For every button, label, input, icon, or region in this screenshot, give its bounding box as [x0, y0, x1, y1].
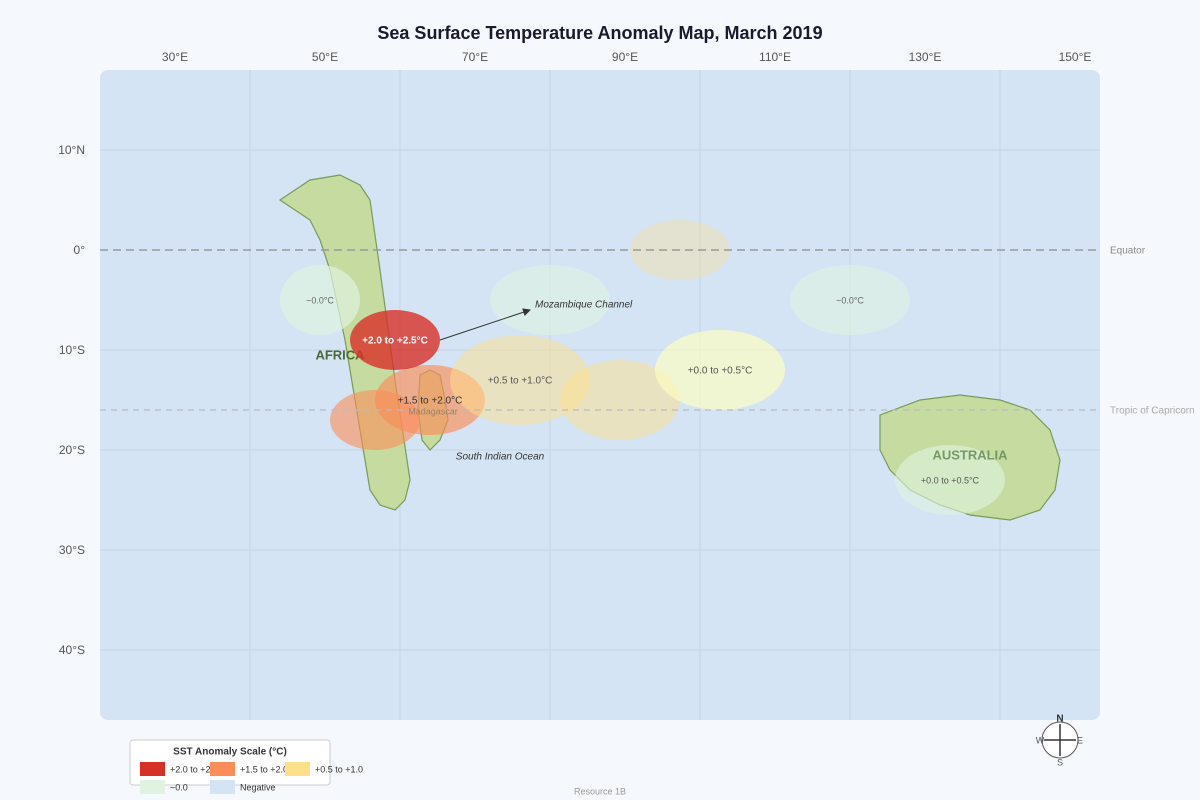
anomaly-label: +0.0 to +0.5°C	[688, 366, 753, 377]
annotation-arrow	[439, 308, 531, 341]
longitude-label: 110°E	[759, 50, 791, 64]
legend: SST Anomaly Scale (°C) +2.0 to +2.5 +1.5…	[129, 739, 363, 794]
compass-label: E	[1077, 735, 1083, 745]
anomaly-label: +1.5 to +2.0°C	[398, 396, 463, 407]
reference-label: Equator	[1110, 246, 1146, 257]
anomaly-labels: ~0.0°C +2.0 to +2.5°C +1.5 to +2.0°C +0.…	[306, 295, 980, 485]
longitude-label: 130°E	[909, 50, 942, 64]
longitude-labels: 30°E 50°E 70°E 90°E 110°E 130°E 150°E	[162, 50, 1091, 64]
legend-item: +2.0 to +2.5	[170, 764, 218, 774]
longitude-label: 30°E	[162, 50, 188, 64]
map-title: Sea Surface Temperature Anomaly Map, Mar…	[377, 23, 822, 43]
longitude-label: 70°E	[462, 50, 488, 64]
reference-label: Tropic of Capricorn	[1110, 406, 1195, 417]
latitude-label: 30°S	[59, 543, 85, 557]
anomaly-zone	[350, 310, 440, 370]
longitude-label: 150°E	[1059, 50, 1092, 64]
latitude-label: 20°S	[59, 443, 85, 457]
latitude-label: 10°N	[58, 143, 85, 157]
longitude-label: 50°E	[312, 50, 338, 64]
region-label: AUSTRALIA	[932, 447, 1008, 462]
anomaly-zone	[655, 330, 785, 410]
region-label: AFRICA	[315, 347, 365, 362]
anomaly-label: +0.0 to +0.5°C	[921, 475, 980, 485]
latitude-labels: 10°N 0° 10°S 20°S 30°S 40°S	[58, 143, 85, 657]
legend-swatch	[210, 762, 235, 776]
legend-swatch	[140, 780, 165, 794]
compass-label: W	[1036, 735, 1045, 745]
compass-label: S	[1057, 757, 1063, 767]
legend-title: SST Anomaly Scale (°C)	[173, 747, 287, 758]
anomaly-label: ~0.0°C	[836, 295, 864, 305]
legend-swatch	[285, 762, 310, 776]
legend-swatch	[140, 762, 165, 776]
legend-swatch	[210, 780, 235, 794]
legend-item: ~0.0	[170, 782, 188, 792]
anomaly-zone	[790, 265, 910, 335]
legend-item: +1.5 to +2.0	[240, 764, 288, 774]
anomaly-label: ~0.0°C	[306, 295, 334, 305]
anomaly-zone	[490, 265, 610, 335]
anomaly-label: +2.0 to +2.5°C	[362, 336, 428, 347]
latitude-label: 10°S	[59, 343, 85, 357]
region-label: Madagascar	[408, 406, 458, 416]
anomaly-zone	[280, 265, 360, 335]
anomaly-zones	[280, 220, 1005, 515]
anomaly-zone	[895, 445, 1005, 515]
anomaly-zone	[450, 335, 590, 425]
legend-item: Negative	[240, 782, 276, 792]
legend-item: +0.5 to +1.0	[315, 764, 363, 774]
latitude-label: 0°	[74, 243, 86, 257]
latitude-label: 40°S	[59, 643, 85, 657]
anomaly-zone	[560, 360, 680, 440]
annotation: Mozambique Channel	[535, 300, 633, 311]
annotation: South Indian Ocean	[456, 452, 545, 463]
compass: N S W E	[1036, 714, 1083, 768]
anomaly-label: +0.5 to +1.0°C	[488, 376, 553, 387]
footer: Resource 1B	[574, 786, 626, 796]
longitude-label: 90°E	[612, 50, 638, 64]
compass-label: N	[1056, 714, 1063, 725]
